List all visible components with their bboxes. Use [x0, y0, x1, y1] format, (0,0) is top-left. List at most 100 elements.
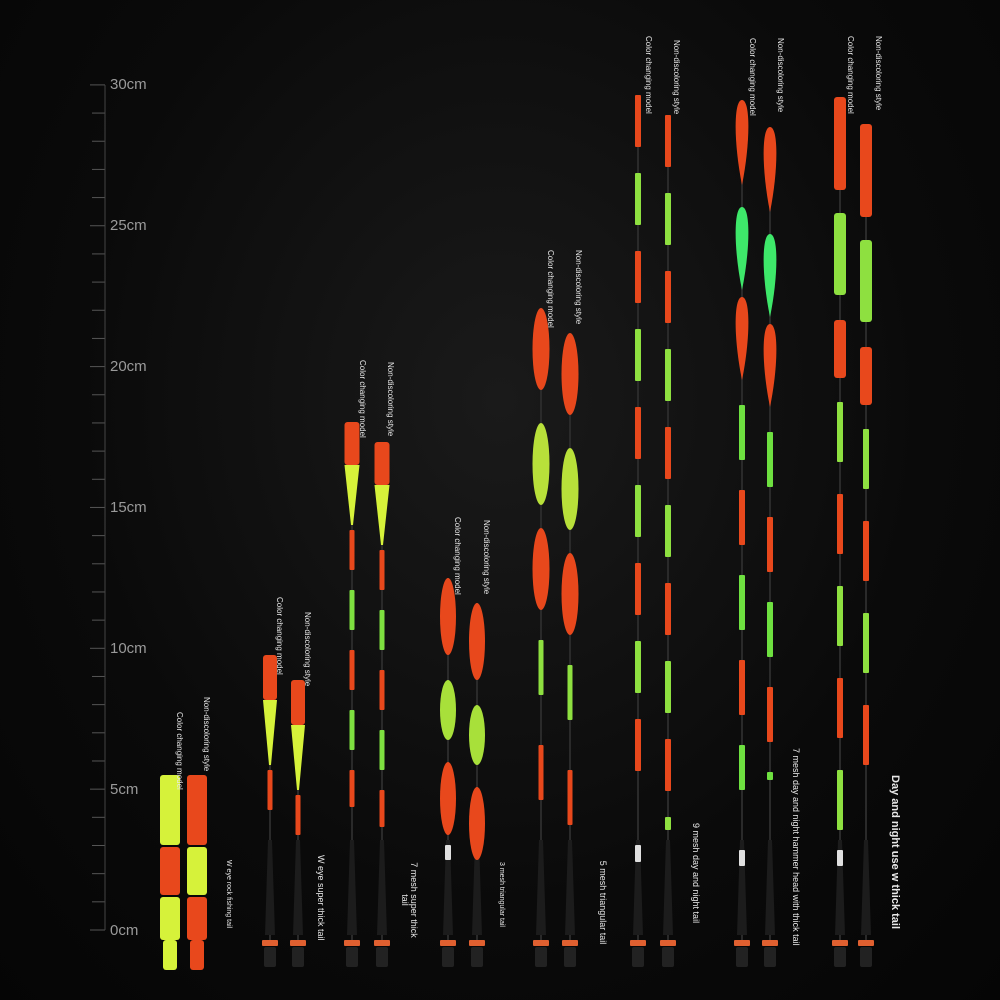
float-foot [292, 947, 304, 967]
float-segment [567, 665, 573, 720]
float-segment [837, 850, 843, 866]
float-3-tail-label: 7 mesh super thick tail [399, 862, 419, 938]
float-foot [346, 947, 358, 967]
float-body [735, 297, 749, 380]
float-1-left-label: Color changing model [175, 712, 184, 790]
float-7-right-label: Non-discoloring style [776, 38, 785, 113]
float-ring [344, 940, 360, 946]
float-ring [440, 940, 456, 946]
float-segment [349, 530, 355, 570]
float-ring [630, 940, 646, 946]
float-segment [160, 775, 180, 845]
float-body [532, 308, 550, 390]
float-body [763, 127, 777, 212]
float-segment [635, 173, 641, 225]
float-segment [665, 193, 671, 245]
float-base [565, 840, 575, 935]
float-segment [767, 602, 773, 657]
float-4-right-label: Non-discoloring style [482, 520, 491, 595]
float-segment [665, 661, 671, 713]
float-1-tail-label: W eye rock fishing tail [225, 860, 232, 929]
float-body [561, 333, 579, 415]
float-body [469, 603, 485, 680]
float-segment [767, 687, 773, 742]
float-foot [764, 947, 776, 967]
float-ring [469, 940, 485, 946]
float-segment [863, 521, 869, 581]
float-segment [739, 575, 745, 630]
float-body [532, 423, 550, 505]
float-2-right-label: Non-discoloring style [303, 612, 312, 687]
float-segment [291, 680, 305, 725]
float-body [374, 485, 390, 545]
float-segment [834, 320, 846, 378]
float-segment [834, 97, 846, 190]
float-base [347, 840, 357, 935]
float-base [536, 840, 546, 935]
float-segment [860, 124, 872, 217]
float-2-tail-label: W eye super thick tail [316, 855, 326, 941]
float-ring [262, 940, 278, 946]
float-ring [660, 940, 676, 946]
float-ring [290, 940, 306, 946]
float-segment [635, 95, 641, 147]
float-foot [376, 947, 388, 967]
float-foot [662, 947, 674, 967]
float-segment [665, 817, 671, 830]
float-segment [538, 640, 544, 695]
ruler-label-10: 10cm [110, 640, 147, 657]
float-6-left-label: Color changing model [644, 36, 653, 114]
float-segment [538, 745, 544, 800]
ruler-label-30: 30cm [110, 76, 147, 93]
float-segment [739, 850, 745, 866]
float-segment [344, 422, 360, 465]
float-segment [739, 490, 745, 545]
float-body [440, 762, 456, 835]
float-segment [860, 240, 872, 322]
float-base [663, 840, 673, 935]
ruler-label-25: 25cm [110, 217, 147, 234]
float-foot [535, 947, 547, 967]
float-segment [187, 847, 207, 895]
float-8-right-label: Non-discoloring style [874, 36, 883, 111]
float-segment [739, 745, 745, 790]
float-segment [635, 407, 641, 459]
float-segment [374, 442, 390, 485]
float-segment [349, 650, 355, 690]
float-segment [349, 770, 355, 807]
float-ring [858, 940, 874, 946]
float-foot [564, 947, 576, 967]
float-segment [160, 847, 180, 895]
float-segment [665, 427, 671, 479]
float-3-left-label: Color changing model [358, 360, 367, 438]
float-base [293, 840, 303, 935]
float-body [763, 234, 777, 317]
float-7-tail-label: 7 mesh day and night hammer head with th… [791, 748, 801, 946]
float-segment [635, 641, 641, 693]
float-segment [379, 730, 385, 770]
float-segment [295, 795, 301, 835]
float-8-tail-label: Day and night use w thick tail [889, 775, 901, 930]
float-segment [635, 845, 641, 862]
float-segment [635, 485, 641, 537]
float-ring [374, 940, 390, 946]
float-segment [863, 705, 869, 765]
float-segment [837, 402, 843, 462]
float-segment [665, 349, 671, 401]
float-segment [379, 550, 385, 590]
float-body [440, 680, 456, 740]
float-body [344, 465, 360, 525]
float-foot [471, 947, 483, 967]
float-segment [767, 517, 773, 572]
float-segment [863, 429, 869, 489]
float-8-left-label: Color changing model [846, 36, 855, 114]
float-segment [379, 610, 385, 650]
float-segment [837, 770, 843, 830]
float-base [443, 840, 453, 935]
float-ring [832, 940, 848, 946]
float-base [633, 840, 643, 935]
float-body [763, 324, 777, 407]
float-segment [379, 670, 385, 710]
float-segment [665, 115, 671, 167]
